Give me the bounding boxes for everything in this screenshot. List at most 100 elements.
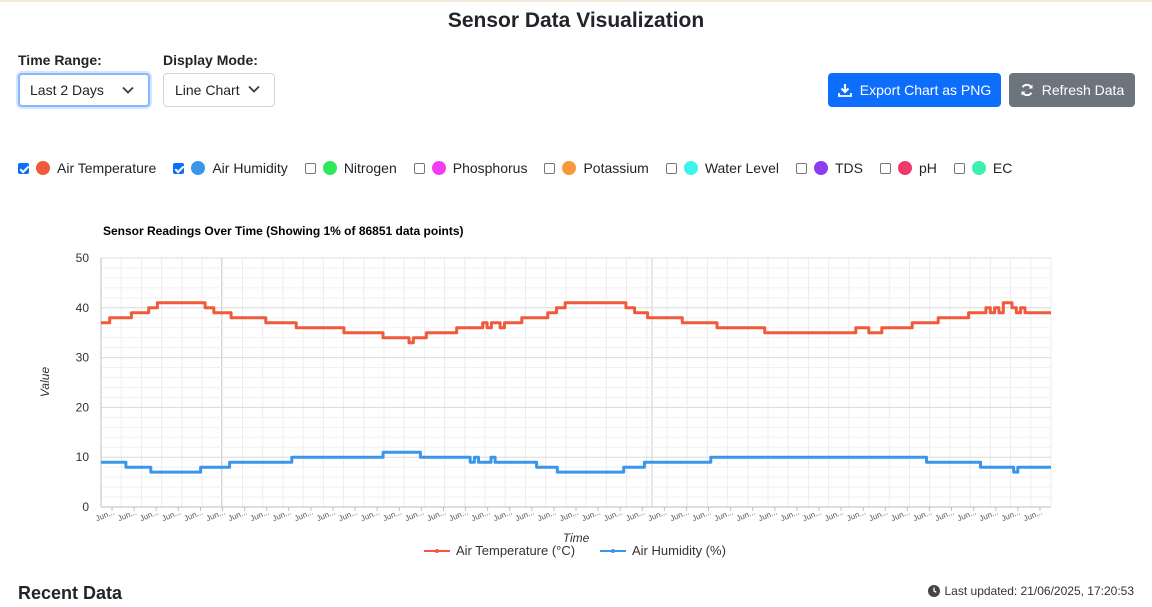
series-line-0 — [101, 301, 1051, 345]
chevron-down-icon — [248, 85, 260, 93]
x-tick-label: Jun... — [735, 508, 757, 524]
y-tick-label: 20 — [76, 400, 90, 414]
recent-data-heading: Recent Data — [18, 583, 123, 603]
color-dot-icon — [814, 161, 828, 175]
chart-title: Sensor Readings Over Time (Showing 1% of… — [103, 224, 464, 238]
sensor-toggle-label: Water Level — [704, 160, 779, 176]
color-dot-icon — [971, 161, 986, 175]
x-tick-label: Jun... — [205, 508, 227, 524]
x-tick-label: Jun... — [602, 508, 624, 524]
y-tick-label: 0 — [82, 500, 89, 514]
sensor-checkbox-water-level[interactable] — [665, 162, 677, 174]
sensor-toggle-potassium[interactable]: Potassium — [544, 160, 649, 176]
display-mode-select[interactable]: Line Chart — [163, 73, 275, 107]
chart-series — [101, 301, 1051, 474]
sensor-toggle-tds[interactable]: TDS — [796, 160, 863, 176]
sensor-toggle-air-humidity[interactable]: Air Humidity — [173, 160, 288, 176]
x-tick-label: Jun... — [890, 508, 912, 524]
sensor-checkbox-air-temperature[interactable] — [18, 162, 29, 174]
color-dot-icon — [36, 161, 50, 175]
refresh-data-button[interactable]: Refresh Data — [1009, 73, 1135, 107]
legend-label: Air Humidity (%) — [632, 543, 726, 558]
x-tick-label: Jun... — [470, 508, 492, 524]
x-tick-label: Jun... — [138, 508, 160, 524]
color-dot-icon — [683, 161, 698, 175]
sensor-toggle-label: pH — [919, 160, 937, 176]
x-tick-label: Jun... — [227, 508, 249, 524]
y-tick-label: 40 — [76, 301, 90, 315]
color-dot-icon — [322, 161, 337, 175]
sensor-checkbox-potassium[interactable] — [544, 162, 556, 174]
sensor-checkbox-phosphorus[interactable] — [413, 162, 425, 174]
x-tick-label: Jun... — [779, 508, 801, 524]
sensor-checkbox-air-humidity[interactable] — [173, 162, 185, 174]
last-updated-text: Last updated: 21/06/2025, 17:20:53 — [944, 584, 1135, 598]
sensor-toggle-ec[interactable]: EC — [953, 160, 1013, 176]
sensor-toggle-label: Air Temperature — [57, 160, 157, 176]
x-tick-label: Jun... — [514, 508, 536, 524]
x-tick-label: Jun... — [381, 508, 403, 524]
x-tick-label: Jun... — [912, 508, 934, 524]
x-tick-label: Jun... — [94, 508, 116, 524]
color-dot-icon — [191, 161, 206, 175]
x-tick-label: Jun... — [448, 508, 470, 524]
x-tick-label: Jun... — [315, 508, 337, 524]
sensor-checkbox-ph[interactable] — [880, 162, 891, 174]
sensor-toggle-ph[interactable]: pH — [880, 160, 937, 176]
sensor-checkbox-nitrogen[interactable] — [304, 162, 316, 174]
x-axis-label: Time — [563, 531, 590, 545]
sensor-toggle-label: Potassium — [583, 160, 649, 176]
export-chart-button[interactable]: Export Chart as PNG — [828, 73, 1001, 107]
sensor-toggle-water-level[interactable]: Water Level — [665, 160, 779, 176]
display-mode-label: Display Mode: — [163, 52, 258, 68]
legend-marker-0 — [435, 549, 439, 553]
x-tick-label: Jun... — [161, 508, 183, 524]
x-tick-label: Jun... — [978, 508, 1000, 524]
color-dot-icon — [898, 161, 912, 175]
y-tick-label: 50 — [76, 251, 90, 265]
last-updated: Last updated: 21/06/2025, 17:20:53 — [927, 584, 1135, 598]
x-tick-label: Jun... — [691, 508, 713, 524]
x-tick-label: Jun... — [359, 508, 381, 524]
top-border — [0, 0, 1152, 2]
y-tick-label: 10 — [76, 450, 90, 464]
x-tick-label: Jun... — [845, 508, 867, 524]
display-mode-value: Line Chart — [175, 82, 240, 98]
export-chart-label: Export Chart as PNG — [859, 82, 992, 98]
time-range-select[interactable]: Last 2 Days — [18, 73, 150, 107]
x-tick-label: Jun... — [580, 508, 602, 524]
sensor-toggle-label: EC — [992, 160, 1013, 176]
x-tick-label: Jun... — [1022, 508, 1044, 524]
y-tick-label: 30 — [76, 351, 90, 365]
sensor-toggle-air-temperature[interactable]: Air Temperature — [18, 160, 156, 176]
color-dot-icon — [431, 161, 446, 175]
x-tick-label: Jun... — [293, 508, 315, 524]
legend-label: Air Temperature (°C) — [456, 543, 575, 558]
x-tick-label: Jun... — [625, 508, 647, 524]
x-tick-label: Jun... — [183, 508, 205, 524]
x-axis-ticks: Jun... Jun... Jun... Jun... Jun... Jun... Jun.… — [94, 507, 1044, 524]
sensor-toggle-phosphorus[interactable]: Phosphorus — [413, 160, 528, 176]
sensor-checkbox-tds[interactable] — [796, 162, 807, 174]
time-range-label: Time Range: — [18, 52, 102, 68]
x-tick-label: Jun... — [558, 508, 580, 524]
x-tick-label: Jun... — [801, 508, 823, 524]
chart-grid — [100, 257, 1052, 508]
sensor-toggle-nitrogen[interactable]: Nitrogen — [304, 160, 397, 176]
time-range-value: Last 2 Days — [30, 82, 104, 98]
x-tick-label: Jun... — [868, 508, 890, 524]
x-tick-label: Jun... — [426, 508, 448, 524]
x-tick-label: Jun... — [492, 508, 514, 524]
clock-icon — [927, 585, 940, 597]
sensor-checkbox-ec[interactable] — [953, 162, 965, 174]
x-tick-label: Jun... — [337, 508, 359, 524]
sensor-toggle-label: Nitrogen — [343, 160, 397, 176]
sensor-toggle-label: Phosphorus — [452, 160, 528, 176]
download-icon — [837, 84, 852, 97]
sensor-toggle-label: Air Humidity — [212, 160, 288, 176]
sensor-toggle-label: TDS — [835, 160, 863, 176]
sensor-toggle-list: Air Temperature Air Humidity Nitrogen Phosp… — [18, 158, 1029, 178]
x-tick-label: Jun... — [1000, 508, 1022, 524]
x-tick-label: Jun... — [934, 508, 956, 524]
